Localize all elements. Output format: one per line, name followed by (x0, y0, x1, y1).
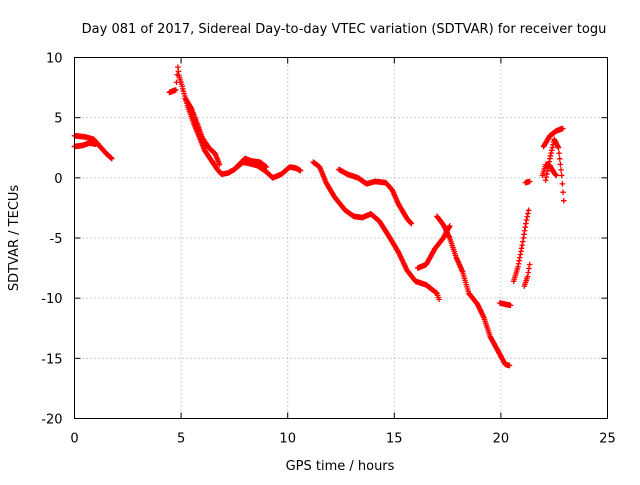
data-point (263, 164, 270, 170)
data-point (93, 141, 99, 147)
data-point (552, 171, 559, 178)
data-point (408, 220, 415, 227)
y-tick-label: 0 (54, 172, 62, 187)
data-point (557, 161, 564, 168)
data-point (555, 144, 562, 151)
chart-title: Day 081 of 2017, Sidereal Day-to-day VTE… (82, 22, 607, 37)
data-point (524, 213, 530, 220)
data-point (553, 172, 560, 179)
data-point (526, 261, 533, 268)
data-point (172, 87, 179, 93)
y-tick-label: 10 (46, 52, 63, 67)
data-point (216, 161, 223, 168)
y-tick-label: 5 (54, 112, 62, 127)
x-tick-label: 0 (70, 432, 78, 447)
y-tick-label: -10 (41, 292, 62, 307)
grid-layer (74, 57, 608, 419)
data-point (560, 197, 567, 204)
data-point (506, 362, 513, 369)
data-point (556, 150, 562, 157)
y-tick-label: -20 (41, 413, 62, 428)
y-tick-label: -15 (41, 352, 62, 367)
x-tick-label: 5 (177, 432, 185, 447)
data-point (526, 178, 533, 185)
data-point (436, 296, 442, 303)
x-tick-label: 25 (599, 432, 616, 447)
data-point (525, 269, 532, 276)
x-tick-labels: 0 5 10 15 20 25 (70, 432, 615, 447)
tick-layer (74, 57, 608, 419)
data-point (523, 217, 530, 223)
data-point (559, 181, 566, 187)
data-point (558, 172, 565, 179)
data-point (524, 273, 531, 280)
x-tick-label: 20 (493, 432, 510, 447)
data-point (560, 189, 566, 196)
data-point (525, 207, 532, 214)
data-point (559, 125, 566, 132)
data-point (507, 302, 514, 309)
data-point (525, 210, 531, 217)
data-point (558, 167, 564, 173)
data-point (446, 223, 453, 229)
x-axis-label: GPS time / hours (286, 459, 395, 474)
y-axis-label: SDTVAR / TECUs (7, 185, 22, 292)
y-tick-label: -5 (50, 232, 63, 247)
data-point (297, 167, 304, 174)
data-marks (71, 64, 567, 369)
x-tick-label: 15 (386, 432, 403, 447)
data-point (109, 155, 115, 162)
plot-frame (74, 57, 608, 419)
x-tick-label: 10 (279, 432, 296, 447)
data-point (526, 265, 532, 272)
y-tick-labels: -20 -15 -10 -5 0 5 10 (41, 52, 62, 428)
data-point (556, 156, 563, 162)
